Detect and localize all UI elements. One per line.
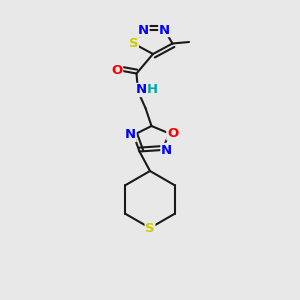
Text: N: N — [159, 23, 170, 37]
Text: O: O — [111, 64, 123, 77]
Text: S: S — [129, 37, 138, 50]
Text: O: O — [167, 127, 178, 140]
Text: N: N — [125, 128, 136, 142]
Text: S: S — [145, 221, 155, 235]
Text: N: N — [161, 143, 172, 157]
Text: H: H — [147, 83, 158, 97]
Text: N: N — [138, 23, 149, 37]
Text: N: N — [136, 83, 147, 97]
